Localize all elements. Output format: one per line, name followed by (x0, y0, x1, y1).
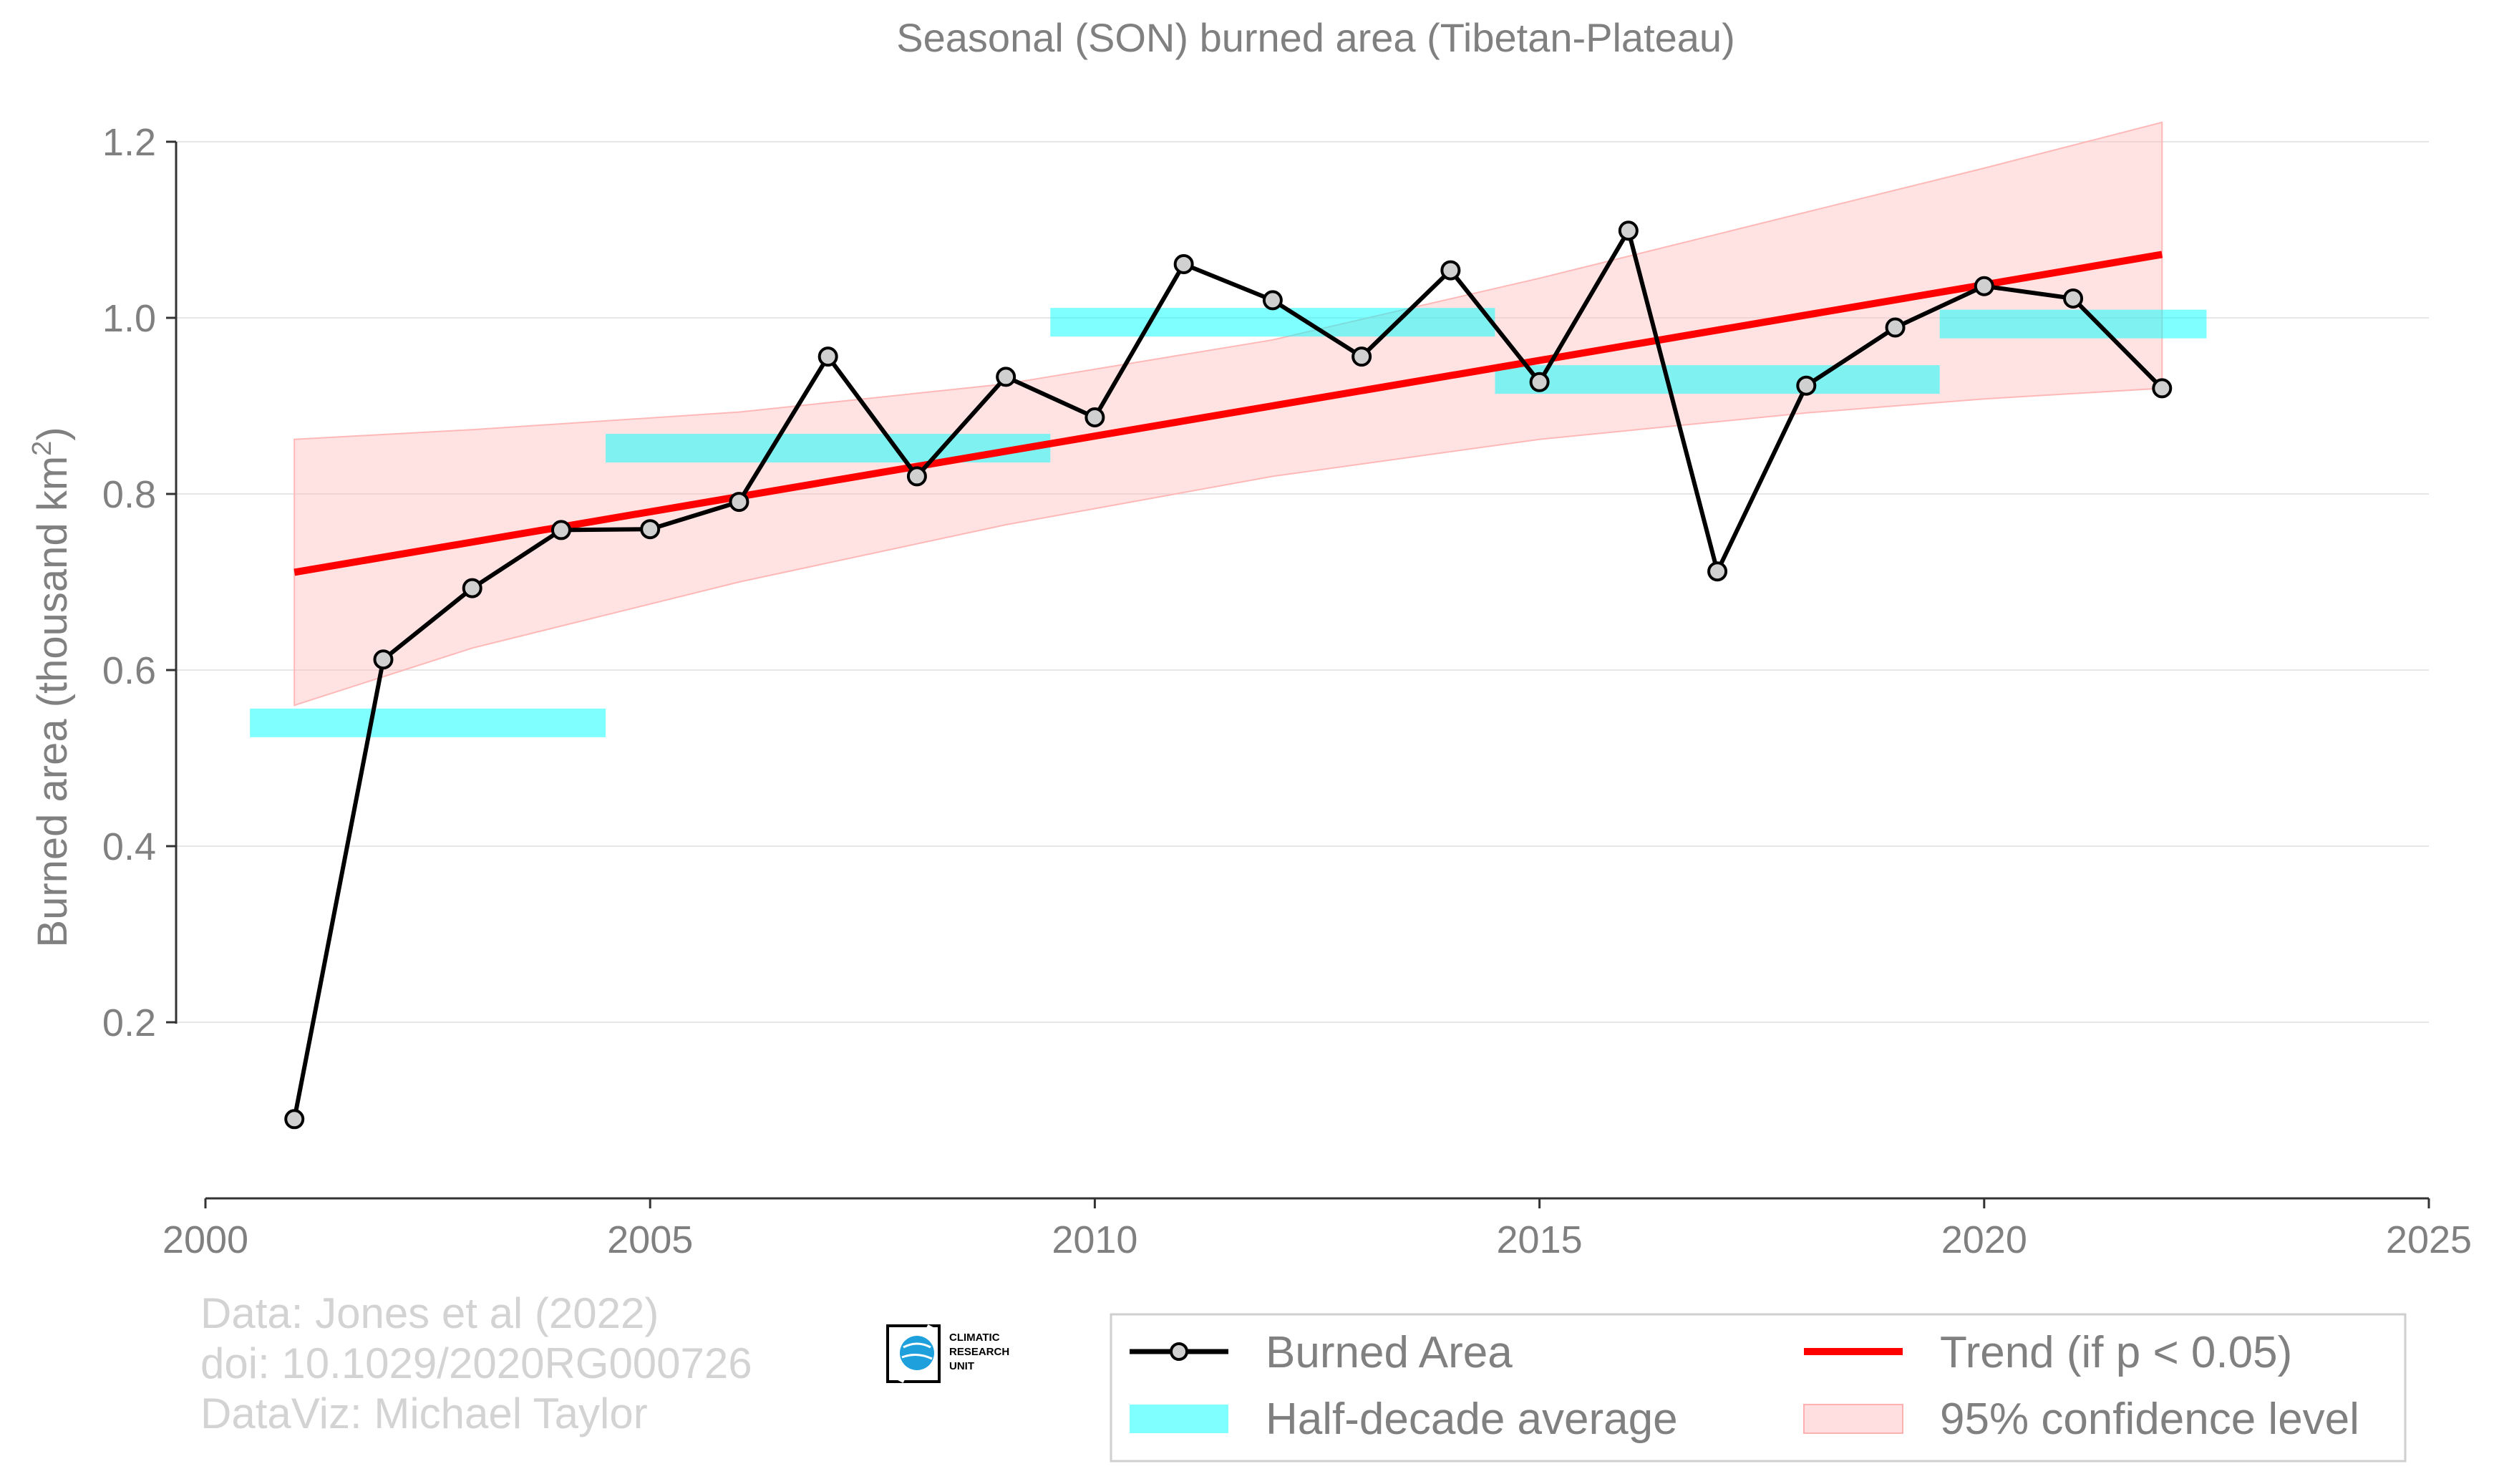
burned-area-point-2016 (1618, 220, 1639, 241)
legend-burned-area-marker (1170, 1342, 1188, 1361)
burned-area-point-2011 (1173, 253, 1194, 274)
burned-area-point-2017 (1707, 561, 1728, 582)
axes (175, 142, 2429, 1200)
legend-trend-label: Trend (if p < 0.05) (1940, 1328, 2292, 1377)
burned-area-point-2019 (1885, 317, 1906, 338)
legend-half-decade-swatch (1130, 1405, 1228, 1433)
x-tick-label-5: 2025 (2386, 1218, 2472, 1261)
legend-confidence-swatch (1803, 1404, 1903, 1434)
trend-line-group (293, 251, 2163, 576)
burned-area-point-2003 (462, 578, 482, 598)
legend-confidence-label: 95% confidence level (1940, 1395, 2359, 1444)
x-ticks: 2000 2005 2010 2015 2020 2025 (162, 1198, 2472, 1261)
logo: CLIMATIC RESEARCH UNIT (886, 1324, 1009, 1383)
trend-line (293, 251, 2163, 576)
logo-text-line1: CLIMATIC (949, 1332, 1000, 1344)
burned-area-point-2007 (817, 346, 838, 367)
chart-title: Seasonal (SON) burned area (Tibetan-Plat… (896, 15, 1734, 60)
burned-area-point-2006 (729, 492, 749, 513)
burned-area-point-2013 (1352, 346, 1372, 367)
burned-area-point-2010 (1084, 407, 1105, 427)
x-tick-label-3: 2015 (1497, 1218, 1583, 1261)
burned-area-line (292, 228, 2164, 1120)
burned-area-point-2009 (996, 367, 1016, 387)
x-tick-label-0: 2000 (162, 1218, 248, 1261)
half-decade-bar-4 (1939, 309, 2207, 339)
logo-text-line2: RESEARCH (949, 1346, 1009, 1358)
burned-area-point-2004 (550, 520, 571, 540)
burned-area-point-2001 (284, 1109, 305, 1130)
y-tick-label-2: 0.6 (102, 649, 156, 692)
credit-doi: doi: 10.1029/2020RG000726 (200, 1339, 752, 1387)
credit-data-source: Data: Jones et al (2022) (200, 1289, 659, 1337)
burned-area-point-2015 (1529, 372, 1550, 392)
burned-area-point-2002 (373, 649, 394, 670)
globe-icon (900, 1336, 934, 1370)
burned-area-point-2014 (1440, 260, 1461, 281)
burned-area-point-2005 (640, 519, 661, 540)
burned-area-point-2020 (1974, 276, 1994, 296)
y-tick-label-4: 1.0 (102, 297, 156, 340)
x-tick-label-2: 2010 (1052, 1218, 1137, 1261)
y-tick-label-0: 0.2 (102, 1002, 156, 1044)
burned-area-series (284, 220, 2173, 1130)
legend-frame (1110, 1313, 2407, 1463)
burned-area-point-2012 (1262, 290, 1283, 311)
legend: Burned Area Half-decade average Trend (i… (1110, 1313, 2407, 1463)
y-tick-label-3: 0.8 (102, 473, 156, 516)
y-axis-label: Burned area (thousand km2) (27, 427, 76, 947)
x-tick-label-4: 2020 (1941, 1218, 2027, 1261)
legend-half-decade-label: Half-decade average (1266, 1395, 1678, 1444)
burned-area-point-2008 (906, 466, 927, 487)
half-decade-bar-0 (250, 708, 606, 737)
y-ticks: 0.2 0.4 0.6 0.8 1.0 1.2 (102, 121, 176, 1044)
half-decade-bar-3 (1495, 365, 1940, 394)
half-decade-bar-2 (1050, 308, 1495, 337)
x-tick-label-1: 2005 (607, 1218, 693, 1261)
y-tick-label-1: 0.4 (102, 825, 156, 868)
logo-text-line3: UNIT (949, 1360, 974, 1372)
legend-burned-area-label: Burned Area (1266, 1328, 1513, 1377)
burned-area-point-2018 (1796, 375, 1817, 396)
credit-dataviz: DataViz: Michael Taylor (200, 1390, 648, 1437)
burned-area-point-2021 (2063, 288, 2084, 309)
burned-area-point-2022 (2152, 378, 2173, 399)
y-tick-label-5: 1.2 (102, 121, 156, 164)
